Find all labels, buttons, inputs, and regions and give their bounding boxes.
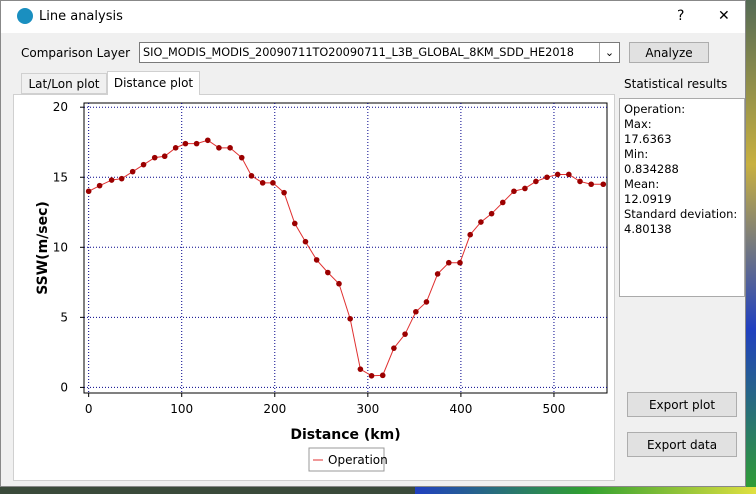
background-map xyxy=(746,0,756,494)
data-point xyxy=(182,140,189,147)
data-point xyxy=(588,181,594,188)
data-point xyxy=(216,145,222,151)
data-point xyxy=(325,269,331,276)
y-tick-label: 15 xyxy=(53,170,68,184)
stats-line: Operation: xyxy=(624,102,686,116)
data-point xyxy=(423,299,430,305)
data-point xyxy=(357,366,364,372)
data-point xyxy=(151,154,158,161)
data-point xyxy=(161,153,168,160)
layer-name: SIO_MODIS_MODIS_20090711TO20090711_L3B_G… xyxy=(143,46,574,59)
data-point xyxy=(204,137,211,144)
stats-line: 4.80138 xyxy=(624,222,672,236)
y-tick-label: 20 xyxy=(53,100,68,114)
tab-active[interactable]: Distance plot xyxy=(107,71,200,95)
app-icon xyxy=(17,8,33,24)
data-point xyxy=(522,185,528,192)
data-point xyxy=(140,161,147,168)
data-point xyxy=(402,331,408,337)
x-tick-label: 200 xyxy=(263,402,286,416)
analyze-button[interactable]: Analyze xyxy=(629,42,709,63)
x-tick-label: 300 xyxy=(356,402,379,416)
export-data-button[interactable]: Export data xyxy=(627,432,737,457)
data-point xyxy=(511,188,517,195)
title-bar: Line analysis ? ✕ xyxy=(1,1,745,33)
data-point xyxy=(227,145,233,151)
data-point xyxy=(600,181,607,188)
stats-line: 0.834288 xyxy=(624,162,679,176)
data-point xyxy=(391,345,397,351)
y-axis-label: SSW(m/sec) xyxy=(35,201,51,295)
data-point xyxy=(270,180,276,186)
dialog: Line analysis ? ✕ Comparison Layer SIO_M… xyxy=(0,0,746,487)
data-point xyxy=(566,171,572,178)
data-point xyxy=(544,174,550,181)
stats-title: Statistical results xyxy=(624,77,728,91)
data-point xyxy=(118,175,125,182)
data-point xyxy=(248,173,255,179)
layer-label: Comparison Layer xyxy=(21,46,131,60)
stats-line: 17.6363 xyxy=(624,132,672,146)
data-point xyxy=(577,178,583,185)
export-plot-button[interactable]: Export plot xyxy=(627,392,737,417)
data-point xyxy=(478,219,484,225)
data-point xyxy=(336,280,342,287)
data-point xyxy=(108,177,115,183)
x-axis-label: Distance (km) xyxy=(290,427,400,443)
data-point xyxy=(281,189,287,196)
data-point xyxy=(259,180,266,186)
stats-line: Mean: xyxy=(624,177,660,191)
legend-box xyxy=(308,447,385,472)
layer-dropdown[interactable]: SIO_MODIS_MODIS_20090711TO20090711_L3B_G… xyxy=(139,42,620,63)
data-point xyxy=(434,271,441,277)
y-tick-label: 0 xyxy=(60,380,68,394)
data-point xyxy=(499,199,506,206)
data-point xyxy=(457,259,463,266)
data-point xyxy=(313,257,320,263)
data-point xyxy=(554,171,561,178)
data-point xyxy=(302,238,309,245)
data-point xyxy=(85,188,92,195)
stats-line: Max: xyxy=(624,117,652,131)
data-point xyxy=(129,168,136,175)
window-title: Line analysis xyxy=(39,9,123,24)
data-point xyxy=(445,259,452,266)
data-point xyxy=(488,210,495,217)
data-point xyxy=(238,154,245,161)
help-button[interactable]: ? xyxy=(677,8,685,24)
x-tick-label: 100 xyxy=(170,402,193,416)
data-point xyxy=(291,220,298,227)
y-tick-label: 5 xyxy=(60,310,68,324)
stats-line: Min: xyxy=(624,147,649,161)
data-point xyxy=(347,315,353,322)
dropdown-arrow[interactable]: ⌄ xyxy=(599,43,619,62)
legend-label: Operation xyxy=(328,453,388,467)
tab[interactable]: Lat/Lon plot xyxy=(21,73,107,94)
x-tick-label: 0 xyxy=(85,402,93,416)
x-tick-label: 400 xyxy=(449,402,472,416)
data-point xyxy=(172,145,179,151)
stats-line: 12.0919 xyxy=(624,192,672,206)
background-map xyxy=(415,487,756,494)
data-point xyxy=(413,308,419,315)
data-point xyxy=(193,140,200,147)
tab-pane xyxy=(13,94,615,481)
x-tick-label: 500 xyxy=(543,402,566,416)
data-point xyxy=(96,182,103,189)
data-point xyxy=(533,178,539,185)
data-point xyxy=(368,372,375,379)
data-point xyxy=(379,372,386,379)
data-point xyxy=(467,231,474,238)
data-line xyxy=(88,139,604,377)
plot-frame xyxy=(83,102,608,394)
y-tick-label: 10 xyxy=(53,240,68,254)
stats-line: Standard deviation: xyxy=(624,207,738,221)
close-button[interactable]: ✕ xyxy=(718,8,730,24)
stats-box: Operation: Max: 17.6363 Min: 0.834288 Mean: 12… xyxy=(619,98,745,297)
